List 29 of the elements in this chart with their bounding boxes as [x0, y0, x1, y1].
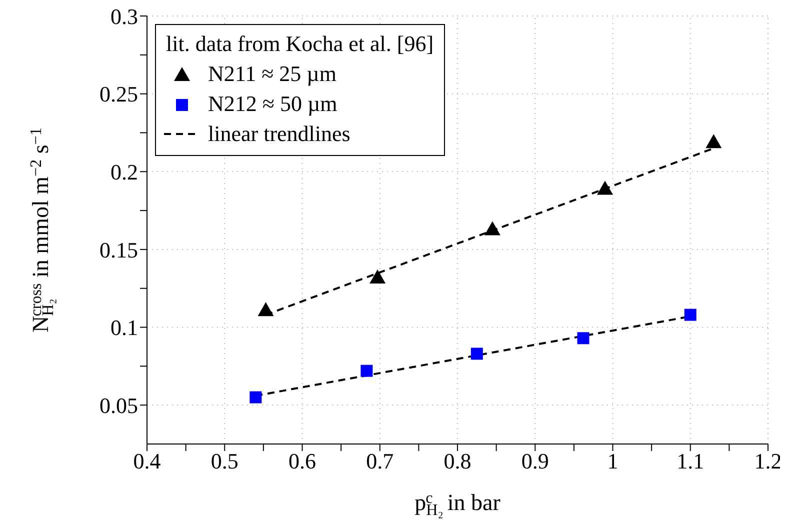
y-tick-label: 0.05 — [100, 392, 138, 418]
x-tick-label: 0.5 — [210, 448, 238, 474]
legend-label: N212 ≈ 50 µm — [208, 90, 338, 118]
x-tick-label: 0.4 — [133, 448, 161, 474]
point — [370, 269, 386, 284]
x-tick-label: 1 — [607, 448, 618, 474]
y-tick-label: 0.15 — [100, 237, 138, 262]
x-tick-label: 0.6 — [288, 448, 316, 474]
point — [360, 364, 373, 377]
y-tick-label: 0.2 — [110, 159, 138, 184]
point — [577, 332, 590, 344]
legend-title: lit. data from Kocha et al. [96] — [165, 30, 434, 58]
y-tick-label: 0.1 — [110, 315, 138, 340]
y-tick-label: 0.25 — [100, 82, 138, 107]
legend-label: linear trendlines — [208, 120, 350, 148]
point — [596, 180, 613, 195]
point — [470, 348, 483, 360]
point — [484, 221, 500, 236]
point — [706, 134, 722, 148]
x-axis-title: p$_{H₂}$$^{c}$ in bar — [414, 490, 501, 519]
x-tick-label: 1.1 — [676, 448, 704, 474]
legend-label: N211 ≈ 25 µm — [208, 60, 336, 88]
point — [684, 308, 696, 321]
point — [250, 391, 262, 404]
y-tick-label: 0.3 — [110, 4, 138, 29]
x-tick-label: 0.8 — [444, 448, 472, 474]
x-tick-label: 0.7 — [366, 448, 394, 474]
x-tick-label: 0.9 — [521, 448, 549, 474]
point — [258, 302, 274, 316]
